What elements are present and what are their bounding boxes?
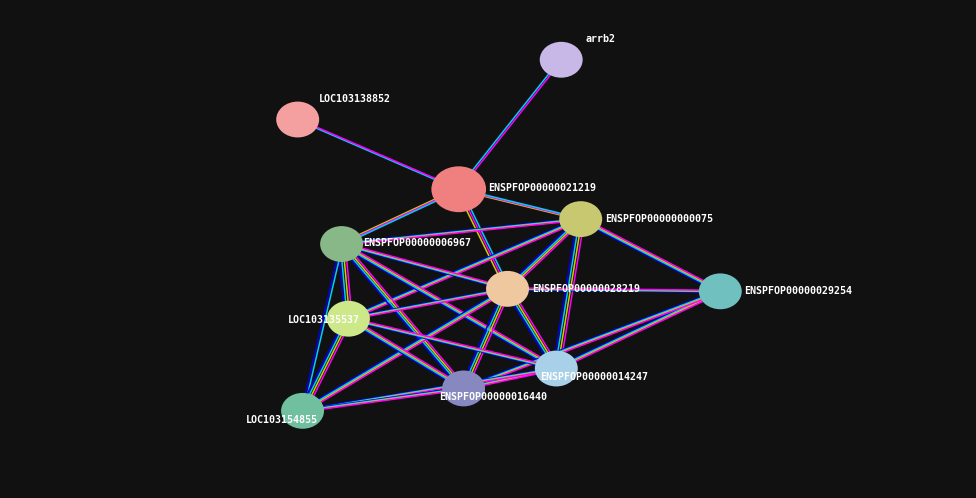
Text: LOC103154855: LOC103154855 [246,415,318,425]
Text: LOC103135537: LOC103135537 [288,315,360,325]
Ellipse shape [699,273,742,309]
Ellipse shape [486,271,529,307]
Ellipse shape [276,102,319,137]
Text: ENSPFOP00000029254: ENSPFOP00000029254 [744,286,852,296]
Text: LOC103138852: LOC103138852 [319,94,391,104]
Ellipse shape [431,166,486,212]
Ellipse shape [559,201,602,237]
Text: arrb2: arrb2 [586,34,616,44]
Text: ENSPFOP00000000075: ENSPFOP00000000075 [605,214,713,224]
Ellipse shape [535,351,578,386]
Text: ENSPFOP00000006967: ENSPFOP00000006967 [363,238,471,248]
Text: ENSPFOP00000021219: ENSPFOP00000021219 [488,183,596,193]
Text: ENSPFOP00000016440: ENSPFOP00000016440 [439,392,548,402]
Ellipse shape [540,42,583,78]
Ellipse shape [327,301,370,337]
Ellipse shape [320,226,363,262]
Text: ENSPFOP00000028219: ENSPFOP00000028219 [532,284,640,294]
Ellipse shape [281,393,324,429]
Ellipse shape [442,371,485,406]
Text: ENSPFOP00000014247: ENSPFOP00000014247 [540,373,648,382]
